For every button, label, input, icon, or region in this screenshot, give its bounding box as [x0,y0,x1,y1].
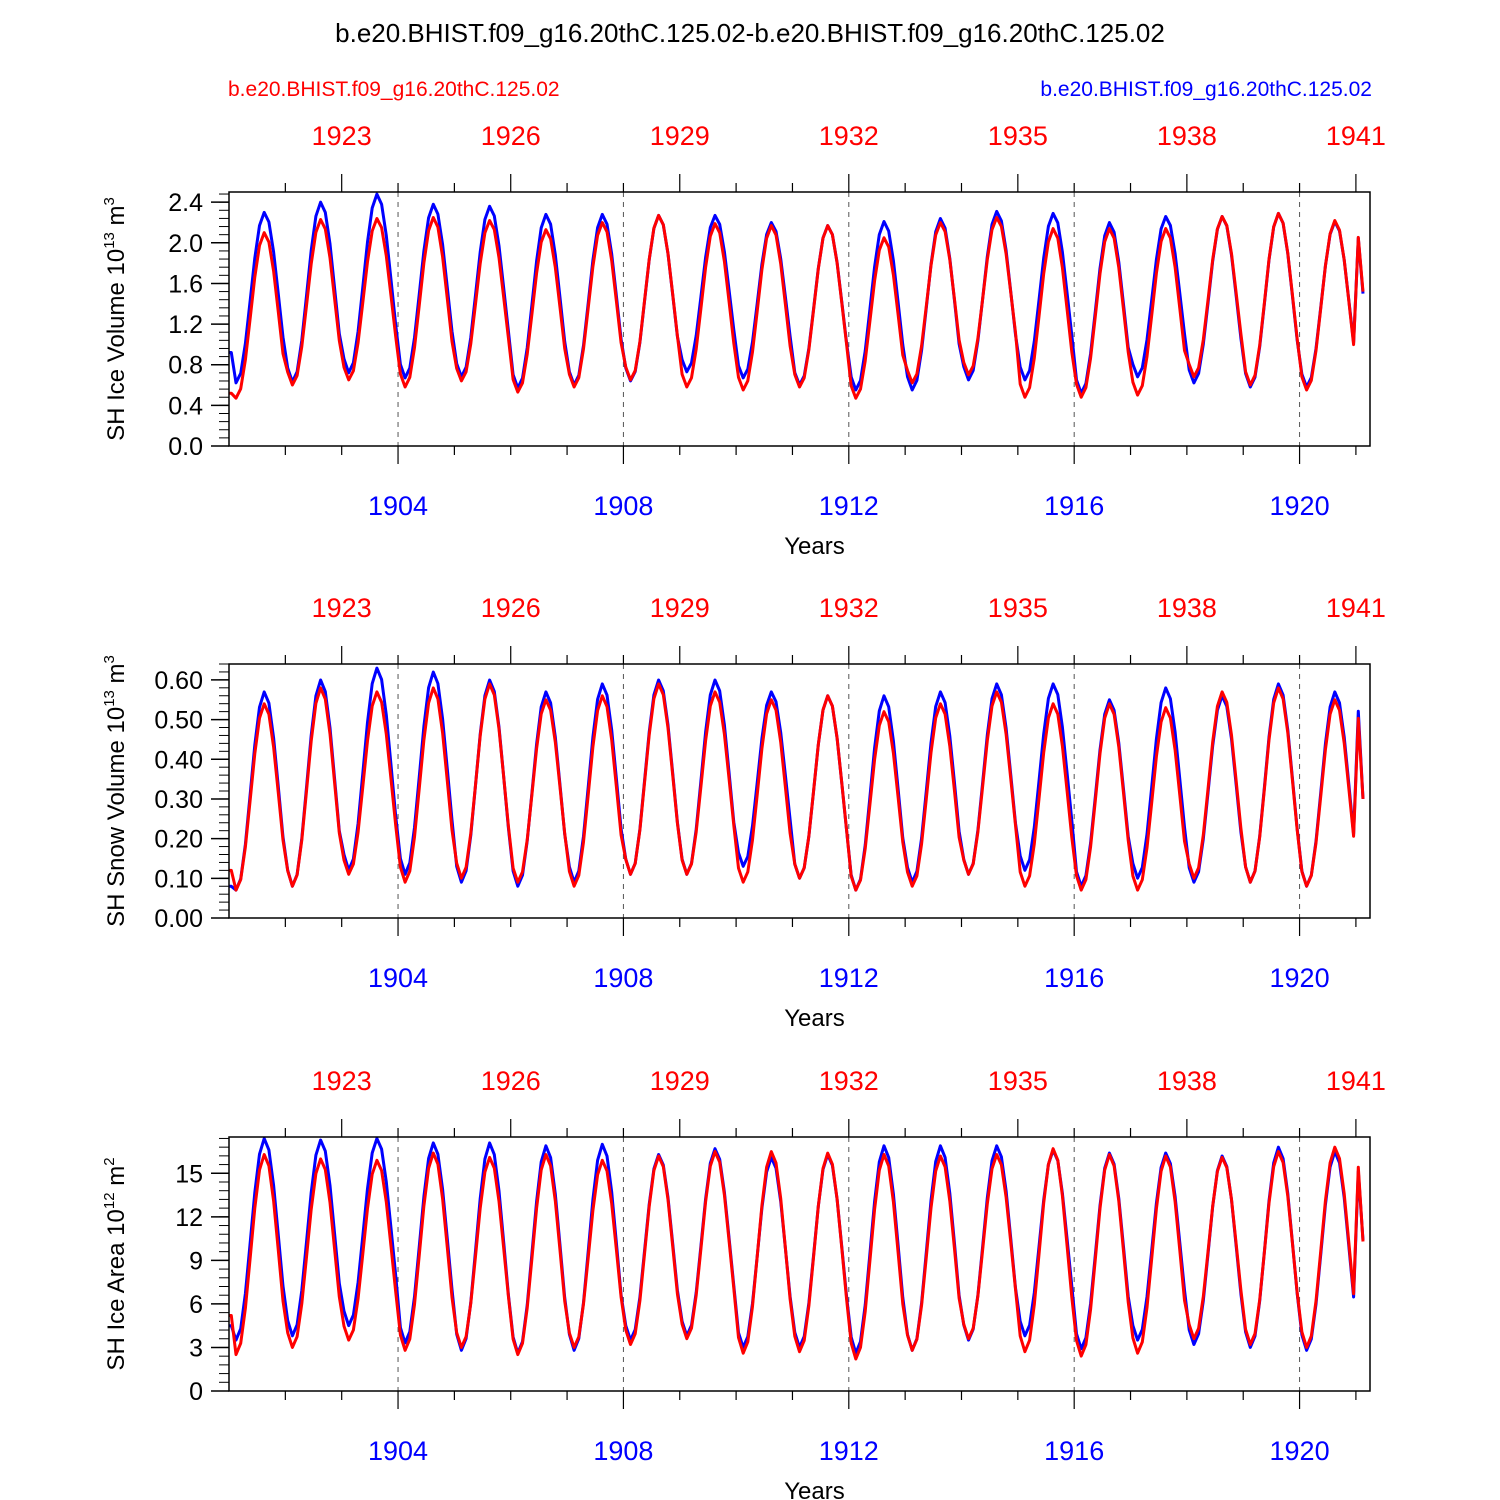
y-tick-label: 2.0 [168,230,203,258]
x-bottom-tick-label: 1904 [368,491,428,521]
x-bottom-tick-label: 1920 [1270,491,1330,521]
series-line-red [229,211,1365,400]
x-top-tick-label: 1923 [312,121,372,151]
x-top-tick-label: 1938 [1157,593,1217,623]
x-bottom-tick-label: 1920 [1270,963,1330,993]
x-top-tick-label: 1941 [1326,593,1386,623]
x-top-tick-label: 1929 [650,593,710,623]
y-tick-label: 0.60 [154,667,203,695]
x-axis-label: Years [784,1005,845,1032]
y-tick-label: 3 [189,1334,203,1362]
x-axis-label: Years [784,1478,845,1500]
x-top-tick-label: 1938 [1157,121,1217,151]
plot-frame [228,191,1371,447]
chart-title: b.e20.BHIST.f09_g16.20thC.125.02-b.e20.B… [335,18,1165,48]
y-tick-label: 0.40 [154,746,203,774]
x-top-tick-label: 1935 [988,121,1048,151]
y-axis-label: SH Ice Area 1012 m2 [101,1157,130,1370]
x-top-tick-label: 1932 [819,121,879,151]
panel-1: 0.0 0.4 0.8 1.2 1.6 2.0 2.4 1904 1908 1912 1916 192… [101,121,1386,560]
x-bottom-tick-label: 1912 [819,963,879,993]
x-bottom-tick-label: 1916 [1044,963,1104,993]
series-line-red [229,682,1365,892]
x-bottom-tick-label: 1912 [819,1436,879,1466]
x-top-tick-label: 1926 [481,121,541,151]
y-tick-label: 2.4 [168,189,203,217]
x-bottom-tick-label: 1904 [368,1436,428,1466]
x-top-tick-label: 1941 [1326,121,1386,151]
y-axis-label: SH Snow Volume 1013 m3 [101,655,130,927]
x-top-tick-label: 1941 [1326,1066,1386,1096]
y-tick-label: 9 [189,1247,203,1275]
x-bottom-tick-label: 1912 [819,491,879,521]
x-top-tick-label: 1938 [1157,1066,1217,1096]
y-tick-label: 0.0 [168,433,203,461]
panel-2: 0.00 0.10 0.20 0.30 0.40 0.50 0.60 1904 1908 1912… [101,593,1386,1032]
x-top-tick-label: 1929 [650,121,710,151]
x-bottom-tick-label: 1908 [593,1436,653,1466]
plot-frame [228,1136,1371,1392]
y-tick-label: 0.50 [154,707,203,735]
x-top-tick-label: 1923 [312,1066,372,1096]
x-top-tick-label: 1932 [819,593,879,623]
y-tick-label: 0.4 [168,392,203,420]
x-top-tick-label: 1929 [650,1066,710,1096]
y-tick-label: 15 [175,1160,203,1188]
y-tick-label: 0.30 [154,786,203,814]
y-axis-label: SH Ice Volume 1013 m3 [101,197,130,441]
y-tick-label: 0 [189,1378,203,1406]
series-line-red [229,1145,1365,1361]
x-top-tick-label: 1935 [988,1066,1048,1096]
case-label-red: b.e20.BHIST.f09_g16.20thC.125.02 [228,78,560,101]
y-tick-label: 0.8 [168,352,203,380]
y-tick-label: 1.6 [168,270,203,298]
panel-3: 0 3 6 9 12 15 1904 1908 1912 1916 1920 1923 1926 1929… [101,1066,1386,1500]
x-top-tick-label: 1935 [988,593,1048,623]
x-top-tick-label: 1926 [481,593,541,623]
x-bottom-tick-label: 1916 [1044,1436,1104,1466]
x-top-tick-label: 1932 [819,1066,879,1096]
y-tick-label: 12 [175,1204,203,1232]
y-tick-label: 6 [189,1291,203,1319]
x-axis-label: Years [784,533,845,560]
x-top-tick-label: 1926 [481,1066,541,1096]
y-tick-label: 0.00 [154,905,203,933]
x-bottom-tick-label: 1908 [593,963,653,993]
y-tick-label: 0.10 [154,865,203,893]
case-label-blue: b.e20.BHIST.f09_g16.20thC.125.02 [1040,78,1372,101]
x-bottom-tick-label: 1908 [593,491,653,521]
x-bottom-tick-label: 1916 [1044,491,1104,521]
x-top-tick-label: 1923 [312,593,372,623]
x-bottom-tick-label: 1904 [368,963,428,993]
plot-frame [228,663,1371,919]
y-tick-label: 0.20 [154,826,203,854]
y-tick-label: 1.2 [168,311,203,339]
x-bottom-tick-label: 1920 [1270,1436,1330,1466]
